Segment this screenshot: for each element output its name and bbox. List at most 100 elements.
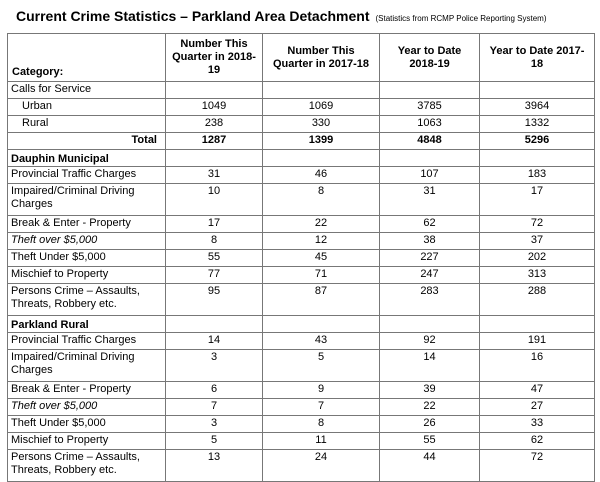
row-label: Rural xyxy=(7,115,166,133)
table-body: Calls for Service Urban 1049 1069 3785 3964 Ru… xyxy=(7,81,595,482)
table-row: Theft Under $5,000 3 8 26 33 xyxy=(7,415,595,433)
cell-value: 227 xyxy=(379,249,480,267)
cell-value: 1069 xyxy=(262,98,380,116)
table-row: Provincial Traffic Charges 14 43 92 191 xyxy=(7,332,595,350)
row-label: Impaired/Criminal Driving Charges xyxy=(7,183,166,216)
table-row: Calls for Service xyxy=(7,81,595,99)
cell-value: 16 xyxy=(479,349,595,382)
cell-value: 183 xyxy=(479,166,595,184)
cell-value: 55 xyxy=(165,249,263,267)
table-row: Break & Enter - Property 6 9 39 47 xyxy=(7,381,595,399)
cell-value: 14 xyxy=(165,332,263,350)
cell-value: 8 xyxy=(262,183,380,216)
cell-value: 3964 xyxy=(479,98,595,116)
cell-value: 43 xyxy=(262,332,380,350)
cell-value: 10 xyxy=(165,183,263,216)
empty-cell xyxy=(262,315,380,333)
table-row: Theft Under $5,000 55 45 227 202 xyxy=(7,249,595,267)
cell-value: 1049 xyxy=(165,98,263,116)
row-label: Persons Crime – Assaults, Threats, Robbe… xyxy=(7,283,166,316)
cell-value: 313 xyxy=(479,266,595,284)
cell-value: 11 xyxy=(262,432,380,450)
row-label: Theft over $5,000 xyxy=(7,232,166,250)
empty-cell xyxy=(262,149,380,167)
table-row: Mischief to Property 5 11 55 62 xyxy=(7,432,595,450)
cell-value: 92 xyxy=(379,332,480,350)
cell-value: 39 xyxy=(379,381,480,399)
cell-value: 1332 xyxy=(479,115,595,133)
cell-value: 202 xyxy=(479,249,595,267)
cell-value: 33 xyxy=(479,415,595,433)
cell-value: 71 xyxy=(262,266,380,284)
cell-value: 5 xyxy=(165,432,263,450)
cell-value: 1063 xyxy=(379,115,480,133)
cell-value: 3 xyxy=(165,349,263,382)
column-header: Number This Quarter in 2017-18 xyxy=(262,33,380,82)
crime-table: Category: Number This Quarter in 2018-19 N… xyxy=(7,33,595,482)
cell-value: 6 xyxy=(165,381,263,399)
table-row: Break & Enter - Property 17 22 62 72 xyxy=(7,215,595,233)
table-row: Impaired/Criminal Driving Charges 10 8 31 17 xyxy=(7,183,595,216)
cell-value: 14 xyxy=(379,349,480,382)
cell-value: 72 xyxy=(479,215,595,233)
cell-value: 47 xyxy=(479,381,595,399)
title: Current Crime Statistics – Parkland Area… xyxy=(16,8,370,24)
cell-value: 9 xyxy=(262,381,380,399)
cell-value: 12 xyxy=(262,232,380,250)
cell-value: 95 xyxy=(165,283,263,316)
cell-value: 8 xyxy=(262,415,380,433)
cell-value: 17 xyxy=(479,183,595,216)
table-row: Total 1287 1399 4848 5296 xyxy=(7,132,595,150)
row-label: Break & Enter - Property xyxy=(7,215,166,233)
cell-value: 5296 xyxy=(479,132,595,150)
table-row: Impaired/Criminal Driving Charges 3 5 14 16 xyxy=(7,349,595,382)
table-row: Mischief to Property 77 71 247 313 xyxy=(7,266,595,284)
cell-value: 283 xyxy=(379,283,480,316)
cell-value: 4848 xyxy=(379,132,480,150)
row-label: Parkland Rural xyxy=(7,315,166,333)
cell-value: 7 xyxy=(165,398,263,416)
empty-cell xyxy=(165,81,263,99)
cell-value: 46 xyxy=(262,166,380,184)
cell-value: 27 xyxy=(479,398,595,416)
cell-value: 107 xyxy=(379,166,480,184)
cell-value: 31 xyxy=(165,166,263,184)
cell-value: 31 xyxy=(379,183,480,216)
cell-value: 38 xyxy=(379,232,480,250)
column-header: Year to Date 2018-19 xyxy=(379,33,480,82)
empty-cell xyxy=(379,81,480,99)
row-label: Theft Under $5,000 xyxy=(7,249,166,267)
cell-value: 45 xyxy=(262,249,380,267)
row-label: Impaired/Criminal Driving Charges xyxy=(7,349,166,382)
cell-value: 330 xyxy=(262,115,380,133)
row-label: Total xyxy=(7,132,166,150)
cell-value: 77 xyxy=(165,266,263,284)
empty-cell xyxy=(479,315,595,333)
row-label: Theft over $5,000 xyxy=(7,398,166,416)
row-label: Calls for Service xyxy=(7,81,166,99)
row-label: Theft Under $5,000 xyxy=(7,415,166,433)
cell-value: 17 xyxy=(165,215,263,233)
cell-value: 1399 xyxy=(262,132,380,150)
table-row: Theft over $5,000 8 12 38 37 xyxy=(7,232,595,250)
empty-cell xyxy=(262,81,380,99)
cell-value: 26 xyxy=(379,415,480,433)
cell-value: 288 xyxy=(479,283,595,316)
row-label: Mischief to Property xyxy=(7,432,166,450)
cell-value: 247 xyxy=(379,266,480,284)
cell-value: 22 xyxy=(262,215,380,233)
cell-value: 37 xyxy=(479,232,595,250)
cell-value: 3785 xyxy=(379,98,480,116)
column-header: Number This Quarter in 2018-19 xyxy=(165,33,263,82)
cell-value: 5 xyxy=(262,349,380,382)
cell-value: 238 xyxy=(165,115,263,133)
table-row: Provincial Traffic Charges 31 46 107 183 xyxy=(7,166,595,184)
cell-value: 55 xyxy=(379,432,480,450)
empty-cell xyxy=(165,149,263,167)
table-row: Rural 238 330 1063 1332 xyxy=(7,115,595,133)
row-label: Provincial Traffic Charges xyxy=(7,166,166,184)
empty-cell xyxy=(479,81,595,99)
row-label: Dauphin Municipal xyxy=(7,149,166,167)
row-label: Break & Enter - Property xyxy=(7,381,166,399)
table-row: Dauphin Municipal xyxy=(7,149,595,167)
